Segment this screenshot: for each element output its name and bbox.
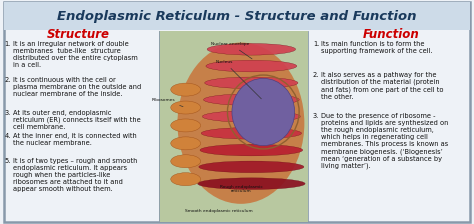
Text: It is an irregular network of double
membranes  tube-like  structure
distributed: It is an irregular network of double mem… [13, 41, 137, 69]
Ellipse shape [205, 77, 298, 89]
Text: 2.: 2. [313, 72, 319, 78]
Ellipse shape [202, 111, 301, 122]
Text: 4.: 4. [5, 133, 11, 139]
Ellipse shape [232, 78, 295, 146]
Text: It is of two types – rough and smooth
endoplasmic reticulum. It appears
rough wh: It is of two types – rough and smooth en… [13, 158, 137, 192]
Ellipse shape [200, 144, 303, 156]
Ellipse shape [171, 137, 201, 150]
Ellipse shape [207, 43, 296, 55]
Ellipse shape [171, 119, 201, 132]
Text: It is continuous with the cell or
plasma membrane on the outside and
nuclear mem: It is continuous with the cell or plasma… [13, 77, 141, 97]
Text: 1.: 1. [313, 41, 319, 47]
Ellipse shape [171, 83, 201, 96]
Text: 5.: 5. [5, 158, 11, 164]
Text: Smooth endoplasmic reticulum: Smooth endoplasmic reticulum [185, 209, 252, 213]
Text: Rough endoplasmic
reticulum: Rough endoplasmic reticulum [219, 185, 262, 193]
Ellipse shape [177, 43, 304, 204]
Text: 3.: 3. [313, 113, 319, 119]
Bar [4, 2, 470, 30]
Text: Nucleus: Nucleus [216, 60, 261, 99]
Ellipse shape [199, 161, 304, 173]
Text: At the inner end, it is connected with
the nuclear membrane.: At the inner end, it is connected with t… [13, 133, 137, 146]
Text: 2.: 2. [5, 77, 11, 83]
Text: Due to the presence of ribosome -
proteins and lipids are synthesized on
the rou: Due to the presence of ribosome - protei… [321, 113, 448, 169]
Text: Nuclear envelope: Nuclear envelope [211, 42, 252, 59]
Ellipse shape [171, 173, 201, 186]
Text: It also serves as a pathway for the
distribution of the material (protein
and fa: It also serves as a pathway for the dist… [321, 72, 443, 100]
Text: At its outer end, endoplasmic
reticulum (ER) connects itself with the
cell membr: At its outer end, endoplasmic reticulum … [13, 110, 141, 130]
Text: Ribosomes: Ribosomes [151, 98, 183, 107]
FancyBboxPatch shape [4, 2, 470, 222]
Text: Function: Function [363, 28, 419, 41]
Ellipse shape [203, 94, 299, 106]
Ellipse shape [206, 60, 297, 72]
Text: Its main function is to form the
supporting framework of the cell.: Its main function is to form the support… [321, 41, 432, 54]
Ellipse shape [201, 127, 301, 139]
Text: Structure: Structure [47, 28, 109, 41]
Ellipse shape [198, 178, 305, 190]
Ellipse shape [171, 155, 201, 168]
Text: Endoplasmic Reticulum - Structure and Function: Endoplasmic Reticulum - Structure and Fu… [57, 10, 417, 23]
Text: 1.: 1. [5, 41, 11, 47]
Ellipse shape [171, 101, 201, 114]
Bar [159, 31, 308, 222]
Text: 3.: 3. [5, 110, 11, 116]
